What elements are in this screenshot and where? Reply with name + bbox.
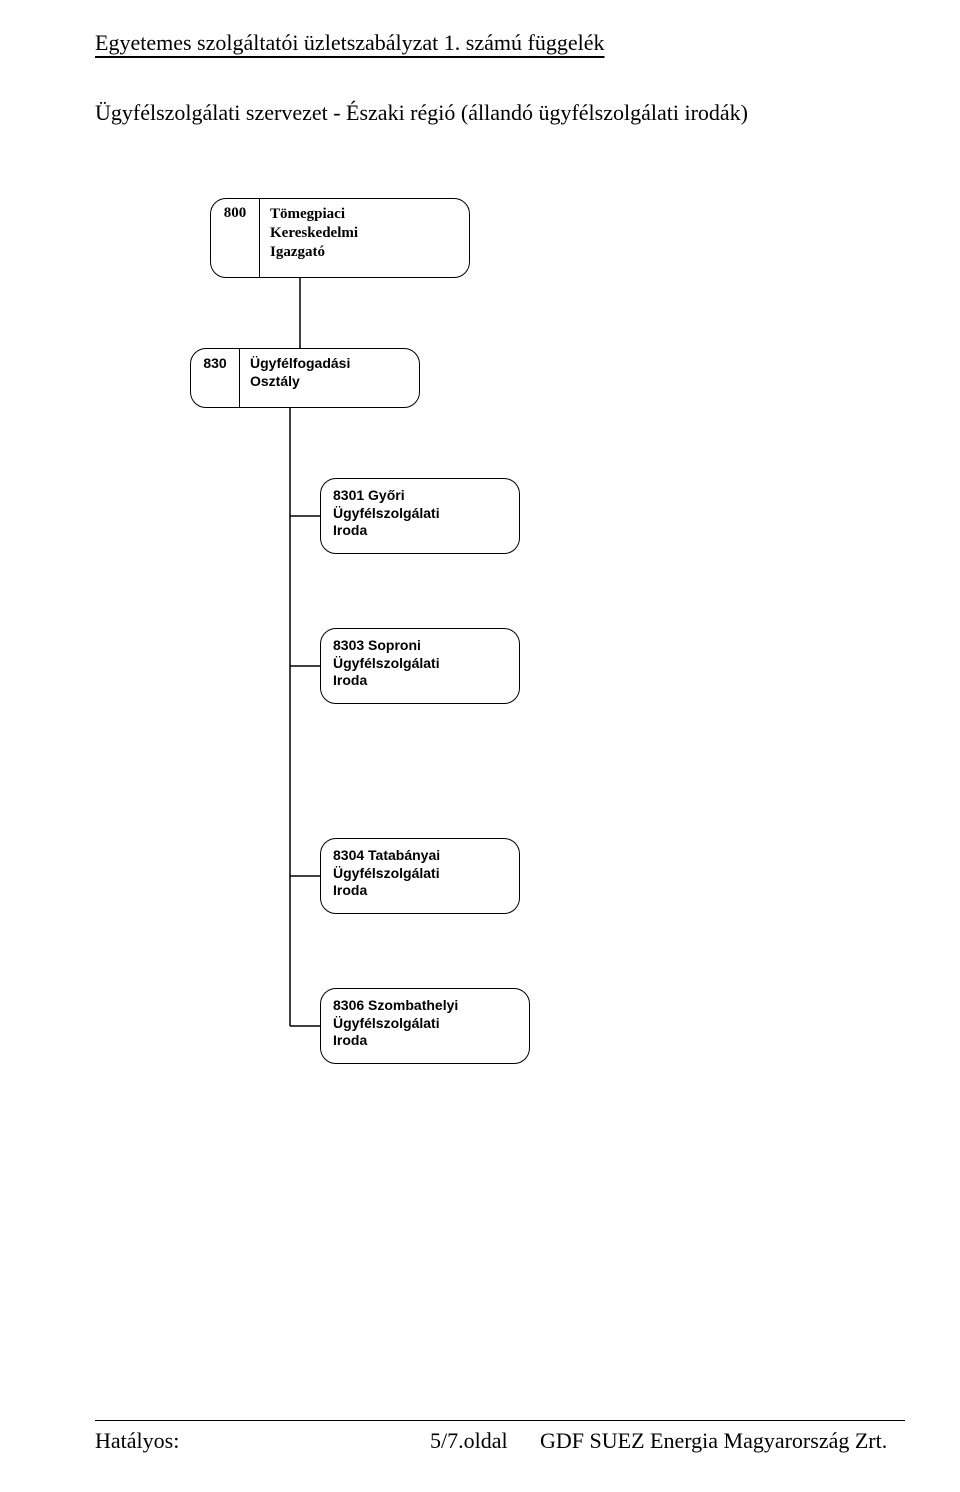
org-node-label-line: Kereskedelmi bbox=[270, 224, 459, 243]
footer-left: Hatályos: bbox=[95, 1428, 179, 1454]
org-node-label-line: Ügyfélszolgálati bbox=[333, 505, 507, 523]
org-node-label: TömegpiaciKereskedelmiIgazgató bbox=[260, 199, 469, 277]
org-node-label-line: 8304 Tatabányai bbox=[333, 847, 507, 865]
footer-center: 5/7.oldal bbox=[430, 1428, 508, 1454]
org-node-label-line: 8303 Soproni bbox=[333, 637, 507, 655]
org-node-label: 8303 SoproniÜgyfélszolgálatiIroda bbox=[321, 629, 519, 703]
org-node-label-line: Igazgató bbox=[270, 243, 459, 262]
org-node-label-line: Ügyfélszolgálati bbox=[333, 655, 507, 673]
footer-right: GDF SUEZ Energia Magyarország Zrt. bbox=[540, 1428, 887, 1454]
org-node-n8301: 8301 GyőriÜgyfélszolgálatiIroda bbox=[320, 478, 520, 554]
org-node-code: 800 bbox=[211, 199, 260, 277]
org-node-label-line: Ügyfélszolgálati bbox=[333, 865, 507, 883]
org-node-n8304: 8304 TatabányaiÜgyfélszolgálatiIroda bbox=[320, 838, 520, 914]
org-node-label-line: 8306 Szombathelyi bbox=[333, 997, 517, 1015]
org-node-code: 830 bbox=[191, 349, 240, 407]
org-node-n8306: 8306 SzombathelyiÜgyfélszolgálatiIroda bbox=[320, 988, 530, 1064]
org-node-label: 8306 SzombathelyiÜgyfélszolgálatiIroda bbox=[321, 989, 529, 1063]
org-node-label-line: Iroda bbox=[333, 522, 507, 540]
org-node-label-line: Osztály bbox=[250, 373, 409, 391]
org-node-n8303: 8303 SoproniÜgyfélszolgálatiIroda bbox=[320, 628, 520, 704]
footer-rule bbox=[95, 1420, 905, 1421]
org-node-label: ÜgyfélfogadásiOsztály bbox=[240, 349, 419, 407]
org-node-label-line: Iroda bbox=[333, 882, 507, 900]
org-node-label-line: Iroda bbox=[333, 1032, 517, 1050]
page: Egyetemes szolgáltatói üzletszabályzat 1… bbox=[0, 0, 960, 1492]
org-node-label-line: Iroda bbox=[333, 672, 507, 690]
org-node-label-line: Ügyfélszolgálati bbox=[333, 1015, 517, 1033]
org-node-label-line: 8301 Győri bbox=[333, 487, 507, 505]
org-node-label: 8304 TatabányaiÜgyfélszolgálatiIroda bbox=[321, 839, 519, 913]
org-node-label-line: Tömegpiaci bbox=[270, 205, 459, 224]
org-node-n800: 800TömegpiaciKereskedelmiIgazgató bbox=[210, 198, 470, 278]
org-node-label-line: Ügyfélfogadási bbox=[250, 355, 409, 373]
org-node-label: 8301 GyőriÜgyfélszolgálatiIroda bbox=[321, 479, 519, 553]
org-node-n830: 830ÜgyfélfogadásiOsztály bbox=[190, 348, 420, 408]
